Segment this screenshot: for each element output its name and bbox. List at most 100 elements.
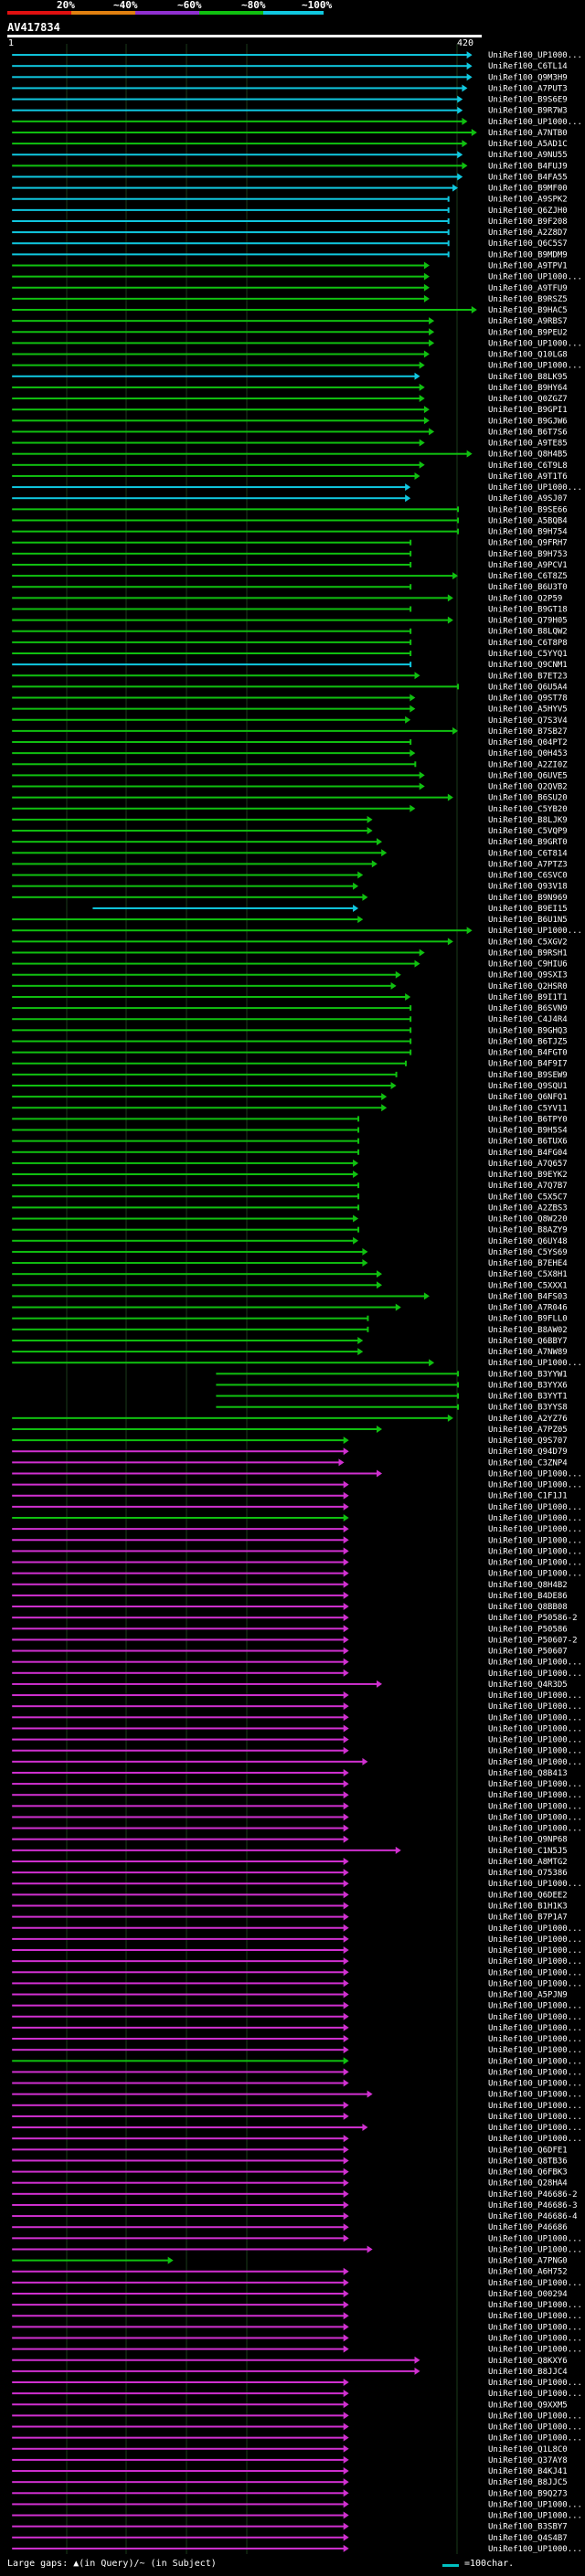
hit-label[interactable]: UniRef100_Q4R3D5 (488, 1680, 568, 1690)
hit-row[interactable]: UniRef100_C6T8P8 (12, 639, 568, 648)
hit-row[interactable]: UniRef100_P46686 (12, 2223, 568, 2232)
hit-bar[interactable] (12, 1439, 345, 1442)
hit-bar[interactable] (12, 1849, 397, 1851)
hit-row[interactable]: UniRef100_UP1000... (12, 1802, 582, 1811)
hit-label[interactable]: UniRef100_UP1000... (488, 2046, 582, 2055)
hit-row[interactable]: UniRef100_A5AD1C (12, 140, 568, 149)
hit-label[interactable]: UniRef100_Q1L8C0 (488, 2445, 568, 2454)
hit-row[interactable]: UniRef100_UP1000... (12, 1514, 582, 1523)
hit-label[interactable]: UniRef100_UP1000... (488, 2323, 582, 2332)
hit-bar[interactable] (12, 208, 449, 211)
hit-row[interactable]: UniRef100_B6TPY0 (12, 1115, 568, 1124)
hit-label[interactable]: UniRef100_C6T814 (488, 849, 568, 858)
hit-bar[interactable] (12, 1627, 345, 1630)
hit-label[interactable]: UniRef100_UP1000... (488, 2057, 582, 2066)
hit-bar[interactable] (12, 1915, 345, 1918)
hit-row[interactable]: UniRef100_Q9FRH7 (12, 539, 568, 548)
hit-bar[interactable] (12, 98, 459, 101)
hit-row[interactable]: UniRef100_B4DE86 (12, 1591, 568, 1601)
hit-label[interactable]: UniRef100_B6SVN9 (488, 1004, 568, 1013)
hit-row[interactable]: UniRef100_B9RSH1 (12, 949, 568, 958)
hit-label[interactable]: UniRef100_B9SEW9 (488, 1071, 568, 1080)
hit-label[interactable]: UniRef100_B7EHE4 (488, 1259, 568, 1268)
hit-label[interactable]: UniRef100_A5PJN9 (488, 1991, 568, 2000)
hit-bar[interactable] (12, 175, 459, 178)
hit-bar[interactable] (216, 1394, 459, 1397)
hit-bar[interactable] (12, 2381, 345, 2384)
hit-bar[interactable] (12, 2215, 345, 2218)
hit-label[interactable]: UniRef100_Q9FRH7 (488, 539, 568, 548)
hit-row[interactable]: UniRef100_UP1000... (12, 927, 582, 936)
hit-row[interactable]: UniRef100_B9GPI1 (12, 406, 568, 415)
hit-bar[interactable] (12, 1716, 345, 1719)
hit-label[interactable]: UniRef100_B9GRT0 (488, 838, 568, 847)
hit-bar[interactable] (12, 1893, 345, 1896)
hit-label[interactable]: UniRef100_UP1000... (488, 2301, 582, 2310)
hit-label[interactable]: UniRef100_B7P1A7 (488, 1913, 568, 1923)
hit-label[interactable]: UniRef100_UP1000... (488, 1659, 582, 1668)
hit-row[interactable]: UniRef100_A9TPV1 (12, 261, 568, 271)
hit-row[interactable]: UniRef100_A7PUT3 (12, 84, 568, 93)
hit-label[interactable]: UniRef100_B8JJC4 (488, 2368, 568, 2377)
hit-bar[interactable] (12, 1416, 449, 1419)
hit-label[interactable]: UniRef100_Q6BBY7 (488, 1337, 568, 1346)
hit-row[interactable]: UniRef100_UP1000... (12, 1979, 582, 1988)
hit-bar[interactable] (12, 1727, 345, 1730)
hit-label[interactable]: UniRef100_Q9M3H9 (488, 73, 568, 82)
hit-label[interactable]: UniRef100_UP1000... (488, 927, 582, 936)
hit-label[interactable]: UniRef100_C6TL14 (488, 62, 568, 71)
hit-row[interactable]: UniRef100_UP1000... (12, 483, 582, 493)
hit-row[interactable]: UniRef100_B9EYK2 (12, 1171, 568, 1180)
hit-bar[interactable] (12, 1250, 364, 1253)
hit-row[interactable]: UniRef100_B9EI15 (92, 904, 568, 914)
hit-label[interactable]: UniRef100_Q9CNM1 (488, 661, 568, 670)
hit-label[interactable]: UniRef100_C5YB20 (488, 805, 568, 814)
hit-label[interactable]: UniRef100_A9TFU9 (488, 284, 568, 293)
hit-label[interactable]: UniRef100_UP1000... (488, 2091, 582, 2100)
hit-bar[interactable] (12, 1461, 340, 1464)
hit-bar[interactable] (12, 1483, 345, 1486)
hit-label[interactable]: UniRef100_A7NTB0 (488, 129, 568, 138)
hit-row[interactable]: UniRef100_Q9ST78 (12, 694, 568, 704)
hit-label[interactable]: UniRef100_UP1000... (488, 1570, 582, 1579)
hit-bar[interactable] (12, 1040, 411, 1043)
hit-row[interactable]: UniRef100_B6T7S6 (12, 428, 568, 437)
hit-label[interactable]: UniRef100_Q10LG8 (488, 351, 568, 360)
hit-row[interactable]: UniRef100_Q6DFE1 (12, 2146, 568, 2155)
hit-row[interactable]: UniRef100_B7EHE4 (12, 1259, 568, 1268)
hit-label[interactable]: UniRef100_P46686-4 (488, 2212, 578, 2221)
hit-bar[interactable] (12, 2525, 345, 2528)
hit-bar[interactable] (12, 929, 468, 932)
hit-row[interactable]: UniRef100_UP1000... (12, 2079, 582, 2089)
hit-row[interactable]: UniRef100_A7PTZ3 (12, 860, 568, 869)
hit-row[interactable]: UniRef100_B4FA55 (12, 173, 568, 182)
hit-row[interactable]: UniRef100_Q4R3D5 (12, 1680, 568, 1690)
hit-bar[interactable] (12, 2104, 345, 2106)
hit-bar[interactable] (12, 2026, 345, 2029)
hit-row[interactable]: UniRef100_C6TL14 (12, 62, 568, 71)
hit-label[interactable]: UniRef100_UP1000... (488, 2113, 582, 2122)
hit-row[interactable]: UniRef100_Q6U5A4 (12, 683, 568, 692)
hit-bar[interactable] (12, 1982, 345, 1985)
hit-label[interactable]: UniRef100_UP1000... (488, 2035, 582, 2044)
hit-bar[interactable] (12, 1295, 425, 1298)
hit-bar[interactable] (12, 219, 449, 222)
hit-label[interactable]: UniRef100_Q9NP68 (488, 1836, 568, 1845)
hit-row[interactable]: UniRef100_UP1000... (12, 2245, 582, 2254)
hit-label[interactable]: UniRef100_Q8H4B5 (488, 451, 568, 460)
hit-bar[interactable] (12, 663, 411, 666)
hit-row[interactable]: UniRef100_C5X5C7 (12, 1193, 568, 1202)
hit-label[interactable]: UniRef100_Q9S707 (488, 1436, 568, 1446)
hit-bar[interactable] (12, 398, 420, 400)
hit-bar[interactable] (12, 2547, 345, 2549)
hit-bar[interactable] (12, 2403, 345, 2406)
hit-row[interactable]: UniRef100_UP1000... (12, 1946, 582, 1956)
hit-label[interactable]: UniRef100_C3ZNP4 (488, 1458, 568, 1468)
hit-row[interactable]: UniRef100_A9PCV1 (12, 561, 568, 570)
hit-row[interactable]: UniRef100_B9N969 (12, 893, 568, 903)
hit-bar[interactable] (12, 597, 449, 599)
hit-label[interactable]: UniRef100_UP1000... (488, 1747, 582, 1756)
hit-label[interactable]: UniRef100_UP1000... (488, 1758, 582, 1767)
hit-label[interactable]: UniRef100_C9HIU6 (488, 960, 568, 970)
hit-label[interactable]: UniRef100_B9HY64 (488, 384, 568, 393)
